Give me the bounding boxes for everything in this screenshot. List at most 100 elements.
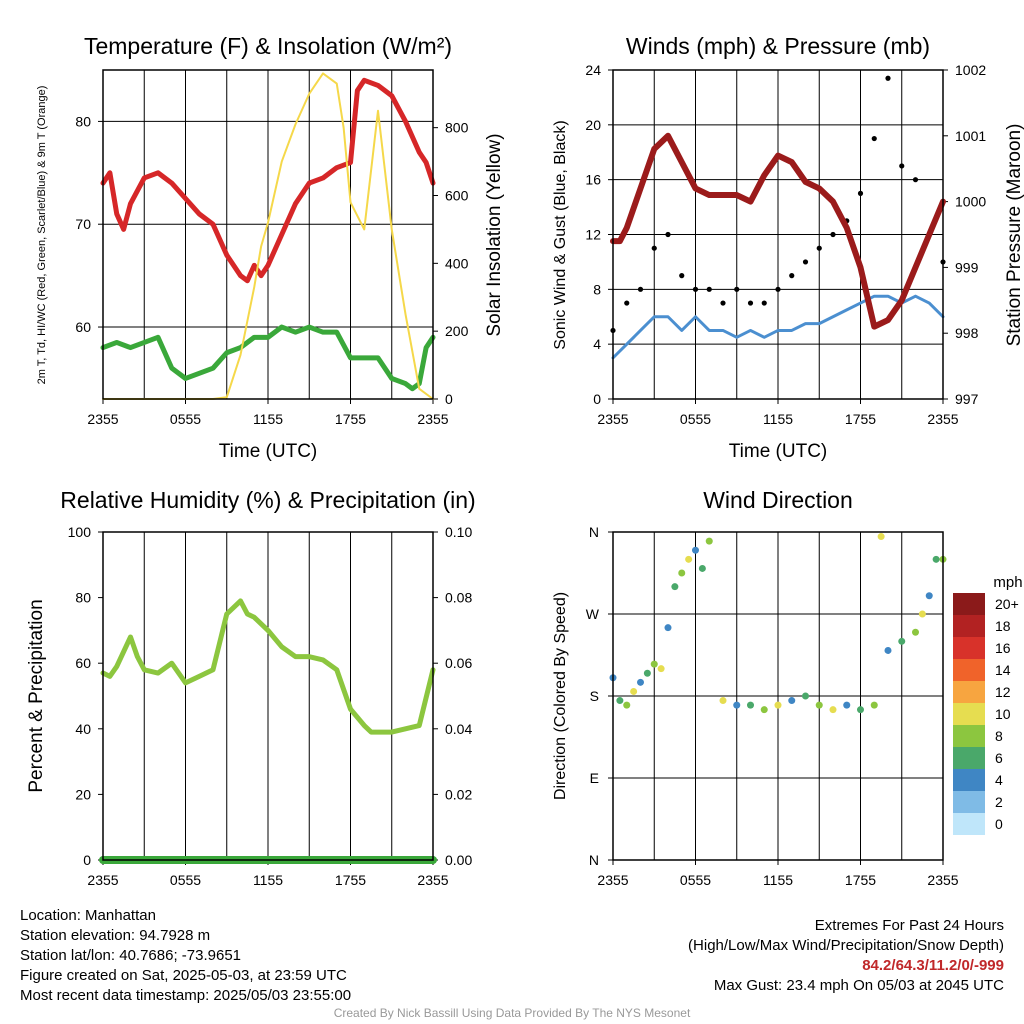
y-axis-label: Direction (Colored By Speed) (552, 592, 569, 800)
legend-label: 8 (995, 728, 1003, 744)
gust-point (912, 177, 919, 183)
gust-point (816, 245, 822, 251)
gust-point (857, 190, 864, 196)
y2-tick-label: 0.02 (445, 786, 472, 802)
station-info: Location: Manhattan Station elevation: 9… (20, 906, 351, 1006)
direction-point (932, 555, 940, 563)
direction-point (829, 706, 837, 714)
legend-swatch (953, 681, 985, 703)
y2-tick-label: 997 (955, 391, 979, 407)
plot-frame (612, 531, 944, 861)
x-tick-label: 2355 (87, 411, 118, 427)
extremes-values: 84.2/64.3/11.2/0/-999 (862, 957, 1004, 974)
y-tick-label: 8 (593, 281, 601, 297)
wind-series-line (611, 294, 945, 360)
rh-series-line (100, 598, 436, 735)
y-tick-label: 24 (585, 62, 601, 78)
legend-label: 20+ (995, 596, 1019, 612)
chart-title: Relative Humidity (%) & Precipitation (i… (60, 487, 475, 513)
y2-tick-label: 1002 (955, 62, 986, 78)
temperature-series-line (100, 324, 436, 392)
extremes-info: Extremes For Past 24 Hours (High/Low/Max… (688, 916, 1004, 996)
gust-point (624, 300, 630, 306)
direction-point (760, 706, 768, 714)
direction-point (650, 660, 658, 668)
gust-point (679, 273, 685, 279)
y-tick-label: 20 (75, 786, 91, 802)
direction-point (898, 637, 906, 645)
direction-point (678, 569, 686, 577)
direction-point (884, 646, 892, 654)
legend-label: 2 (995, 794, 1003, 810)
created-text: Figure created on Sat, 2025-05-03, at 23… (20, 967, 347, 984)
direction-point (705, 537, 713, 545)
gust-point (720, 300, 726, 306)
direction-point (616, 697, 624, 705)
legend-label: 6 (995, 750, 1003, 766)
x-tick-label: 2355 (927, 411, 958, 427)
legend-label: 4 (995, 772, 1003, 788)
legend-label: 16 (995, 640, 1011, 656)
y-tick-label: 100 (68, 524, 92, 540)
direction-point (788, 697, 796, 705)
y-tick-label: 16 (585, 172, 601, 188)
plot-frame (612, 69, 944, 400)
y-tick-label: 70 (75, 216, 91, 232)
legend-label: 10 (995, 706, 1011, 722)
extremes-subtitle: (High/Low/Max Wind/Precipitation/Snow De… (688, 937, 1004, 954)
gust-point (637, 286, 644, 292)
gust-point (775, 286, 781, 292)
direction-point (877, 533, 885, 541)
legend-swatch (953, 769, 985, 791)
y-tick-label: N (589, 852, 599, 868)
chart-title: Wind Direction (703, 487, 853, 513)
legend-label: 14 (995, 662, 1011, 678)
x-tick-label: 0555 (680, 872, 711, 888)
x-tick-label: 0555 (170, 872, 201, 888)
gust-point (830, 231, 836, 238)
chart-title: Temperature (F) & Insolation (W/m²) (84, 33, 452, 59)
x-axis-label: Time (UTC) (729, 441, 828, 462)
y-tick-label: 0 (83, 852, 91, 868)
y-tick-label: 40 (75, 721, 91, 737)
y2-tick-label: 400 (445, 255, 469, 271)
location-text: Location: Manhattan (20, 907, 156, 924)
x-tick-label: 2355 (417, 411, 448, 427)
y-tick-label: 0 (593, 391, 601, 407)
elevation-text: Station elevation: 94.7928 m (20, 927, 211, 944)
temperature-series-line (102, 72, 434, 400)
gust-point (761, 300, 767, 306)
gust-point (802, 259, 809, 265)
direction-point (912, 628, 919, 636)
y-axis-label: Percent & Precipitation (26, 599, 47, 792)
x-tick-label: 1155 (253, 411, 283, 427)
gust-point (747, 300, 754, 306)
legend-title: mph (993, 574, 1022, 591)
y-tick-label: 80 (75, 590, 91, 606)
x-tick-label: 1755 (335, 872, 366, 888)
gust-point (899, 163, 905, 169)
x-tick-label: 2355 (597, 872, 628, 888)
x-axis-label: Time (UTC) (219, 441, 318, 462)
y2-tick-label: 0.08 (445, 590, 472, 606)
x-tick-label: 2355 (417, 872, 448, 888)
gust-point (871, 135, 877, 142)
legend-label: 12 (995, 684, 1011, 700)
gust-point (665, 231, 671, 238)
legend-swatch (953, 637, 985, 659)
direction-point (918, 610, 926, 618)
direction-point (698, 564, 706, 572)
direction-point (664, 624, 672, 632)
x-tick-label: 1755 (845, 872, 876, 888)
temperature-series-line (100, 77, 436, 284)
plot-frame (102, 531, 434, 861)
direction-point (815, 701, 823, 709)
legend-label: 0 (995, 816, 1003, 832)
direction-point (623, 701, 631, 709)
y2-axis-label: Station Pressure (Maroon) (1004, 124, 1024, 347)
direction-point (685, 555, 693, 563)
y-tick-label: N (589, 524, 599, 540)
gust-point (734, 286, 740, 292)
y2-tick-label: 0.06 (445, 655, 472, 671)
plot-frame (102, 69, 434, 400)
